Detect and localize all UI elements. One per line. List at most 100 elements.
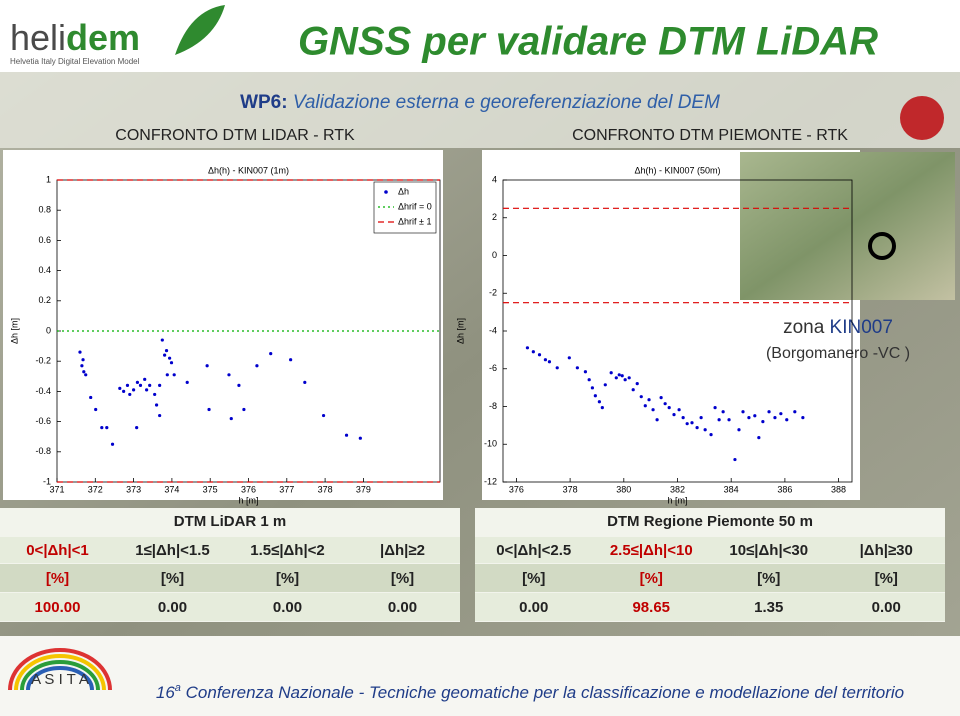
chart-title: Δh(h) - KIN007 (1m) xyxy=(208,165,289,175)
data-point xyxy=(647,398,651,402)
y-tick-label: 1 xyxy=(46,174,51,184)
data-point xyxy=(242,407,246,412)
table-cell: [%] xyxy=(46,570,69,587)
y-tick-label: -1 xyxy=(43,476,51,486)
data-point xyxy=(793,410,797,414)
y-tick-label: -0.2 xyxy=(35,356,51,366)
data-point xyxy=(145,388,149,392)
x-tick-label: 380 xyxy=(616,484,631,494)
data-point xyxy=(709,433,713,437)
panel-title: CONFRONTO DTM PIEMONTE - RTK xyxy=(572,127,848,144)
footer-rest: Conferenza Nazionale - Tecniche geomatic… xyxy=(181,683,904,702)
data-point xyxy=(672,413,676,417)
data-point xyxy=(603,383,607,387)
y-tick-label: -0.4 xyxy=(35,386,51,396)
y-tick-label: -2 xyxy=(489,288,497,298)
data-point xyxy=(617,373,621,377)
data-point xyxy=(685,422,689,426)
logo-leaf xyxy=(175,5,225,55)
data-point xyxy=(651,408,655,412)
data-point xyxy=(727,418,731,422)
data-point xyxy=(525,346,530,350)
data-point xyxy=(158,383,162,387)
table-cell: |Δh|≥30 xyxy=(860,542,913,559)
x-tick-label: 373 xyxy=(126,484,141,494)
legend-label: Δh xyxy=(398,186,409,196)
legend-label: Δhrif = 0 xyxy=(398,201,432,211)
data-point xyxy=(753,414,757,418)
table-row xyxy=(0,537,460,563)
data-point xyxy=(631,388,635,392)
logo-part: dem xyxy=(66,17,140,58)
data-point xyxy=(699,416,703,420)
data-point xyxy=(132,388,136,392)
data-point xyxy=(125,383,130,387)
data-point xyxy=(289,358,293,362)
data-point xyxy=(94,407,98,412)
footer-sup: a xyxy=(175,682,181,694)
data-point xyxy=(84,373,88,377)
table-cell: [%] xyxy=(391,570,414,587)
table-cell: [%] xyxy=(640,570,663,587)
data-point xyxy=(635,382,639,386)
data-point xyxy=(643,404,647,408)
data-point xyxy=(785,418,789,422)
table-cell: 1.35 xyxy=(754,599,783,616)
table-row xyxy=(0,593,460,621)
data-point xyxy=(567,356,571,360)
y-tick-label: -4 xyxy=(489,325,497,335)
map-station: KIN007 xyxy=(830,317,893,338)
x-tick-label: 379 xyxy=(356,484,371,494)
data-point xyxy=(555,366,559,370)
data-point xyxy=(303,380,307,384)
data-point xyxy=(773,416,777,420)
table-cell: 100.00 xyxy=(35,599,81,616)
table-row xyxy=(0,564,460,592)
table-cell: [%] xyxy=(276,570,299,587)
slide-title: GNSS per validare DTM LiDAR xyxy=(298,20,878,64)
footer-rainbow xyxy=(20,660,100,691)
table-cell: [%] xyxy=(757,570,780,587)
data-point xyxy=(713,406,717,410)
data-point xyxy=(655,418,659,422)
table-cell: 2.5≤|Δh|<10 xyxy=(610,542,693,559)
data-point xyxy=(118,386,122,390)
logo-tagline: Helvetia Italy Digital Elevation Model xyxy=(10,57,140,66)
data-point xyxy=(667,406,671,410)
data-point xyxy=(600,406,604,410)
x-axis-label: h [m] xyxy=(238,495,258,505)
map-location: (Borgomanero -VC ) xyxy=(766,345,910,362)
data-point xyxy=(163,353,167,357)
data-point xyxy=(597,400,601,404)
y-tick-label: 4 xyxy=(492,174,497,184)
data-point xyxy=(547,360,552,364)
data-point xyxy=(681,416,685,420)
footer-logo: A S I T A xyxy=(31,671,89,688)
data-point xyxy=(587,378,591,382)
footer-number: 16 xyxy=(156,683,175,702)
data-point xyxy=(590,386,594,390)
table-cell: |Δh|≥2 xyxy=(380,542,425,559)
y-axis-label: Δh [m] xyxy=(455,318,465,344)
header-band xyxy=(0,0,960,72)
data-point xyxy=(172,373,176,377)
data-point xyxy=(801,416,805,420)
data-point xyxy=(255,364,259,368)
data-point xyxy=(757,436,761,440)
charts: Δh(h) - KIN007 (1m) h [m] Δh [m] 1 0.8 0.6 0.4… xyxy=(9,165,853,505)
data-point xyxy=(229,416,233,421)
data-point xyxy=(620,374,624,378)
table-cell: 10≤|Δh|<30 xyxy=(729,542,808,559)
footer-rainbow xyxy=(14,654,106,691)
table-cell: [%] xyxy=(875,570,898,587)
data-point xyxy=(169,361,174,365)
data-point xyxy=(358,436,362,440)
table-cell: [%] xyxy=(522,570,545,587)
data-point xyxy=(100,426,104,430)
table-caption: DTM LiDAR 1 m xyxy=(174,513,287,530)
table-row xyxy=(475,537,945,563)
y-tick-label: -12 xyxy=(484,476,497,486)
x-tick-label: 375 xyxy=(203,484,218,494)
y-tick-label: 0.4 xyxy=(38,265,51,275)
